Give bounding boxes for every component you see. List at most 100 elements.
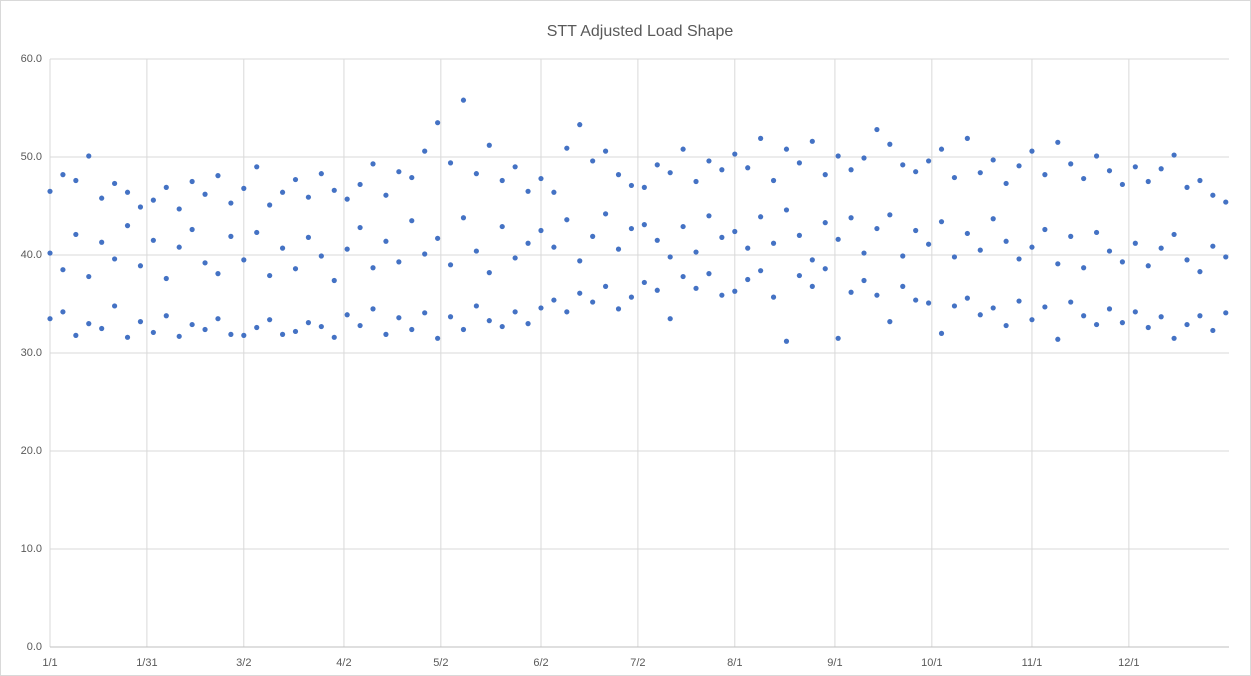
point: [564, 145, 570, 151]
point: [861, 250, 867, 256]
point: [848, 215, 854, 221]
point: [1016, 256, 1022, 262]
point: [925, 300, 932, 306]
point: [292, 176, 299, 183]
point: [1184, 184, 1190, 190]
point: [990, 305, 996, 311]
point: [150, 197, 156, 203]
point: [331, 277, 337, 284]
point: [292, 266, 299, 272]
point: [267, 272, 273, 279]
point: [745, 276, 751, 283]
point: [473, 303, 479, 309]
point: [228, 331, 234, 337]
point: [189, 178, 195, 185]
point: [331, 334, 337, 340]
point: [279, 189, 286, 195]
point: [654, 162, 660, 168]
point: [512, 309, 518, 315]
x-tick-label: 10/1: [921, 657, 942, 669]
point: [1093, 229, 1100, 236]
point: [124, 223, 131, 229]
x-tick-label: 1/1: [42, 657, 57, 669]
point: [590, 299, 596, 305]
point: [99, 239, 105, 245]
point: [47, 316, 53, 322]
point: [499, 323, 505, 330]
point: [267, 202, 273, 208]
point: [758, 135, 764, 141]
point: [861, 277, 867, 284]
point: [357, 322, 363, 329]
point: [590, 158, 596, 164]
point: [1042, 172, 1048, 178]
point: [1197, 177, 1203, 184]
point: [1119, 259, 1126, 265]
point: [938, 330, 945, 336]
point: [564, 217, 570, 223]
point: [990, 216, 996, 222]
point: [1132, 164, 1138, 170]
point: [783, 146, 790, 152]
point: [913, 227, 919, 234]
point: [447, 160, 454, 166]
point: [473, 248, 479, 254]
point: [331, 187, 337, 193]
point: [254, 324, 260, 331]
point: [628, 182, 635, 189]
point: [1106, 306, 1113, 312]
point: [241, 257, 247, 263]
point: [215, 271, 221, 277]
point: [615, 172, 622, 178]
point: [848, 289, 854, 295]
point: [1223, 310, 1229, 316]
point: [137, 204, 144, 210]
y-tick-label: 50.0: [21, 151, 42, 163]
point: [1197, 269, 1203, 275]
point: [499, 223, 505, 230]
point: [176, 244, 182, 250]
point: [732, 228, 738, 235]
point: [1171, 335, 1177, 341]
point: [370, 161, 376, 167]
y-tick-label: 60.0: [21, 53, 42, 65]
point: [680, 273, 686, 280]
point: [512, 164, 518, 170]
point: [990, 157, 996, 163]
point: [150, 329, 156, 336]
point: [1055, 261, 1061, 267]
point: [667, 254, 673, 260]
point: [318, 323, 324, 330]
point: [292, 328, 299, 335]
point: [732, 288, 738, 294]
point: [409, 326, 415, 333]
point: [254, 229, 260, 236]
point: [150, 237, 156, 243]
point: [1210, 243, 1216, 249]
y-tick-label: 30.0: [21, 347, 42, 359]
point: [615, 246, 622, 252]
point: [641, 279, 647, 286]
point: [486, 318, 492, 324]
point: [1223, 254, 1229, 260]
point: [1003, 180, 1009, 187]
point: [189, 226, 195, 233]
point: [124, 189, 131, 195]
point: [344, 312, 350, 318]
point: [602, 283, 609, 289]
point: [783, 207, 790, 213]
point: [1016, 163, 1022, 169]
point: [964, 135, 970, 141]
point: [1145, 324, 1151, 331]
point: [1029, 244, 1035, 250]
point: [964, 295, 970, 301]
point: [1068, 161, 1074, 167]
point: [732, 151, 738, 157]
point: [706, 158, 712, 164]
x-tick-label: 3/2: [236, 657, 251, 669]
point: [1145, 178, 1151, 185]
point: [1003, 322, 1009, 329]
point: [1197, 313, 1203, 319]
point: [60, 267, 66, 273]
point: [279, 331, 286, 337]
